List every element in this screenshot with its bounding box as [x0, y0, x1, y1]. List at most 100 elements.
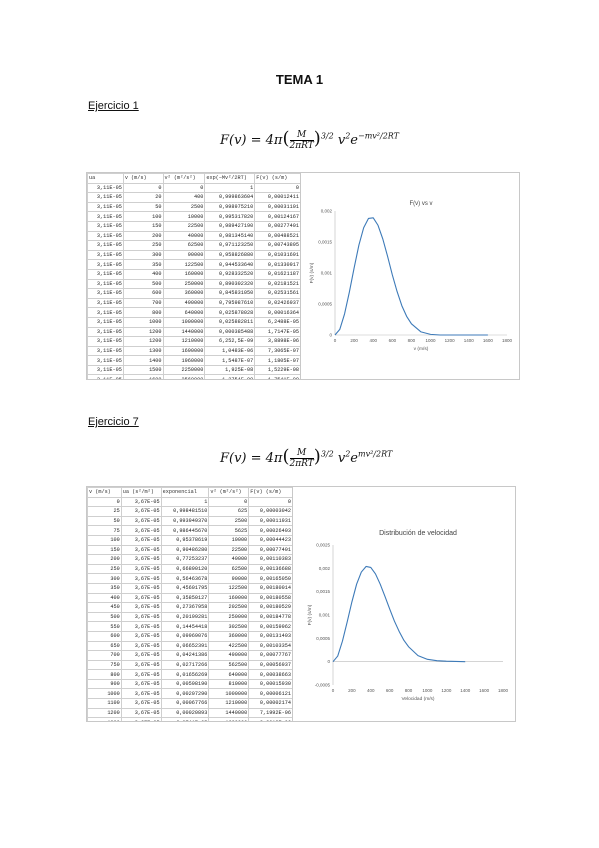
table-cell: 3,11E-05 — [87, 297, 124, 309]
table-cell: 0,025878028 — [204, 307, 256, 318]
table-cell: 2500 — [162, 201, 206, 213]
table-cell: 1000 — [122, 316, 164, 328]
table-cell: 0,00011931 — [248, 515, 293, 527]
column-header: v (m/s) — [122, 173, 164, 184]
formula-e: e — [350, 451, 358, 466]
formula-fraction: M 2πRT — [289, 448, 314, 469]
table-cell: 1400 — [122, 355, 164, 366]
table-cell: 3,67E-05 — [120, 717, 162, 721]
formula-v: v — [337, 451, 346, 466]
table-cell: 0,928332520 — [204, 268, 256, 280]
y-tick-label: 0,0005 — [316, 636, 330, 641]
table-cell: 650 — [87, 640, 122, 652]
table-cell: 3,11E-05 — [87, 249, 124, 261]
table-cell: 62500 — [208, 563, 250, 575]
formula-fraction: M 2πRT — [289, 130, 314, 151]
table-cell: 0,77253237 — [160, 554, 210, 565]
document-title: TEMA 1 — [275, 72, 324, 87]
y-tick-label: 0,0025 — [316, 543, 330, 548]
table-row: 350 3,67E-05 0,45601795 122500 0,00180014 — [87, 582, 293, 594]
table-cell: 422500 — [208, 640, 250, 652]
table-row: 800 3,67E-05 0,01656269 640000 0,00038663 — [87, 669, 293, 680]
y-tick-label: 0 — [329, 333, 332, 338]
table-cell: 0,958826880 — [204, 249, 256, 261]
table-row: 3,11E-05 200 40000 0,981345140 0,00488521 — [87, 230, 301, 242]
table-cell: 2,2018E-06 — [248, 717, 293, 721]
table-cell: 2250000 — [162, 364, 206, 376]
table-row: 3,11E-05 800 640000 0,025878028 0,00016364 — [87, 307, 301, 318]
table-cell: 3,11E-05 — [87, 355, 124, 366]
table-cell: 600 — [122, 288, 164, 299]
table-row: 3,11E-05 1400 1960000 1,5487E-07 1,1805E-07 — [87, 355, 301, 366]
table-row: 250 3,67E-05 0,66890120 62500 0,00136688 — [87, 563, 293, 575]
table-cell: 0,981345140 — [204, 230, 256, 242]
table-cell: 1200 — [122, 336, 164, 347]
table-cell: 0,00044423 — [248, 534, 293, 546]
x-tick-label: 1400 — [460, 688, 471, 693]
table-cell: 0,35850127 — [160, 592, 210, 604]
y-tick-label: 0,002 — [321, 209, 333, 214]
table-row: 3,11E-05 300 90000 0,958826880 0,01031691 — [87, 249, 301, 261]
series-line — [334, 217, 488, 336]
table-cell: 1,1805E-07 — [254, 355, 301, 366]
table-cell: 0 — [87, 496, 122, 508]
table-row: 200 3,67E-05 0,77253237 40000 0,00110383 — [87, 554, 293, 565]
table-cell: 3,67E-05 — [120, 602, 162, 613]
table-cell: 90000 — [208, 573, 250, 584]
column-header: v² (m²/s²) — [162, 173, 206, 184]
table-cell: 0,02181521 — [254, 278, 301, 290]
table-cell: 0,00012411 — [254, 192, 301, 203]
table-cell: 1440000 — [208, 707, 250, 719]
table-cell: 3,67E-05 — [120, 563, 162, 575]
table-cell: 640000 — [208, 669, 250, 680]
column-header: v (m/s) — [87, 487, 122, 498]
table-row: 1000 3,67E-05 0,00207290 1000000 0,00006121 — [87, 688, 293, 700]
table-row: 0 3,67E-05 1 0 0 — [87, 496, 293, 508]
table-cell: 3,11E-05 — [87, 192, 124, 203]
x-tick-label: 1800 — [498, 688, 509, 693]
formula-denominator: 2πRT — [289, 459, 314, 469]
chart-title: Distribución de velocidad — [379, 530, 457, 537]
table-cell: 75 — [87, 525, 122, 536]
table-cell: 1,7147E-05 — [254, 326, 301, 338]
table-cell: 1690000 — [208, 717, 250, 721]
table-cell: 360000 — [162, 288, 206, 299]
table-cell: 3,11E-05 — [87, 278, 124, 290]
table-cell: 0,00031101 — [254, 201, 301, 213]
table-cell: 0,025882811 — [204, 316, 256, 328]
table-cell: 0,00488521 — [254, 230, 301, 242]
table-cell: 0 — [162, 182, 206, 194]
formula-lhs: F(v) = 4π — [220, 133, 283, 148]
table-row: 3,11E-05 100 10000 0,995317820 0,00124167 — [87, 211, 301, 222]
x-tick-label: 0 — [334, 338, 337, 343]
table-cell: 0,999863604 — [204, 192, 256, 203]
table-cell: 3,67E-05 — [120, 496, 162, 508]
x-tick-label: 400 — [369, 338, 377, 343]
x-tick-label: 200 — [350, 338, 358, 343]
formula-7: F(v) = 4π(M 2πRT)3/2 v2emv²/2RT — [220, 446, 393, 469]
formula-v: v — [337, 133, 346, 148]
table-row: 3,11E-05 250 62500 0,971123250 0,00743895 — [87, 240, 301, 251]
table-cell: 490000 — [208, 650, 250, 661]
column-header: F(v) (s/m) — [248, 487, 293, 498]
table-row: 300 3,67E-05 0,56463678 90000 0,00165050 — [87, 573, 293, 584]
table-cell: 22500 — [162, 220, 206, 232]
table-cell: 0,66890120 — [160, 563, 210, 575]
table-cell: 0,09969076 — [160, 630, 210, 642]
x-tick-label: 1400 — [464, 338, 475, 343]
table-cell: 350 — [87, 582, 122, 594]
x-tick-label: 600 — [386, 688, 394, 693]
table-cell: 0,04241386 — [160, 650, 210, 661]
table-cell: 3,11E-05 — [87, 345, 124, 357]
table-cell: 122500 — [208, 582, 250, 594]
table-cell: 360000 — [208, 630, 250, 642]
table-cell: 300 — [122, 249, 164, 261]
column-header: ua (s²/m²) — [120, 487, 162, 498]
table-cell: 800 — [122, 307, 164, 318]
table-cell: 700 — [87, 650, 122, 661]
table-row: 3,11E-05 1600 2560000 1,2754E-09 1,7541E-09 — [87, 374, 301, 379]
x-tick-label: 0 — [332, 688, 335, 693]
x-tick-label: 1800 — [502, 338, 513, 343]
table-row: 3,11E-05 150 22500 0,989427190 0,00277401 — [87, 220, 301, 232]
table-row: 3,11E-05 1200 1210000 6,252,5E-09 3,8898E-06 — [87, 336, 301, 347]
